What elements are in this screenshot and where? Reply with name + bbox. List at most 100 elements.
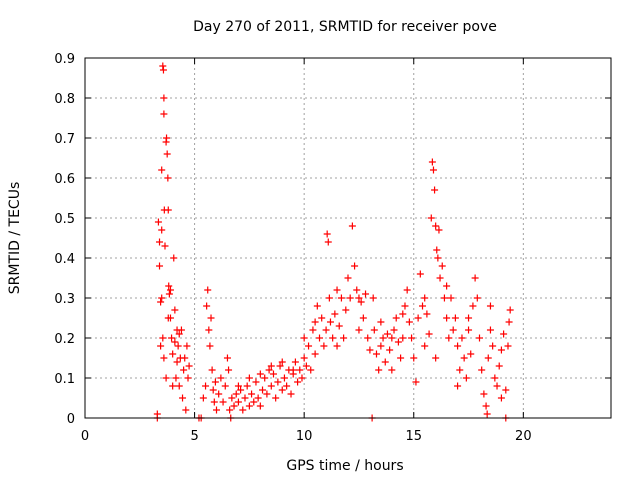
data-point — [323, 230, 331, 238]
data-point — [370, 326, 378, 334]
data-point — [213, 406, 220, 414]
data-point — [160, 94, 168, 102]
data-point — [412, 378, 420, 386]
data-point — [211, 378, 219, 386]
data-point — [456, 366, 464, 374]
data-point — [232, 390, 240, 398]
data-point — [465, 314, 473, 322]
data-point — [344, 274, 352, 282]
data-point — [276, 362, 284, 370]
data-point — [164, 314, 172, 322]
data-point — [408, 334, 416, 342]
data-point — [432, 354, 440, 362]
data-point — [210, 398, 218, 406]
data-point — [170, 254, 178, 262]
data-point — [180, 366, 188, 374]
data-point — [278, 358, 286, 366]
data-point — [419, 302, 427, 310]
data-point — [497, 394, 505, 402]
data-point — [497, 346, 505, 354]
data-point — [454, 342, 462, 350]
data-point — [156, 262, 164, 270]
data-point — [269, 370, 277, 378]
data-point — [203, 302, 211, 310]
y-tick-label: 0.3 — [54, 292, 75, 307]
data-point — [447, 294, 455, 302]
data-point — [460, 354, 468, 362]
data-point — [158, 294, 166, 302]
data-point — [223, 354, 231, 362]
data-point — [159, 62, 167, 70]
data-point — [372, 350, 380, 358]
data-point — [431, 186, 439, 194]
data-point — [322, 326, 330, 334]
data-point — [159, 334, 167, 342]
data-point — [421, 342, 429, 350]
data-point — [333, 342, 341, 350]
data-point — [250, 398, 258, 406]
data-point — [208, 366, 216, 374]
data-point — [357, 298, 365, 306]
data-point — [207, 314, 215, 322]
data-point — [205, 326, 213, 334]
data-point — [181, 354, 189, 362]
data-point — [329, 334, 337, 342]
data-point — [199, 394, 207, 402]
y-tick-label: 0.6 — [54, 172, 75, 187]
data-point — [173, 358, 181, 366]
data-point — [165, 290, 173, 298]
data-point — [469, 302, 477, 310]
data-point — [168, 334, 176, 342]
data-point — [506, 306, 514, 314]
data-point — [217, 374, 225, 382]
data-point — [296, 366, 304, 374]
data-point — [486, 302, 494, 310]
data-point — [215, 390, 223, 398]
data-point — [300, 354, 308, 362]
data-point — [482, 402, 490, 410]
data-point — [403, 286, 411, 294]
y-tick-label: 0.7 — [54, 132, 75, 147]
data-point — [245, 374, 253, 382]
data-point — [259, 386, 267, 394]
data-point — [435, 226, 443, 234]
data-point — [504, 342, 512, 350]
data-point — [154, 218, 162, 226]
data-point — [505, 318, 513, 326]
data-point — [369, 294, 377, 302]
data-point — [302, 362, 310, 370]
y-tick-label: 0.4 — [54, 252, 75, 267]
y-tick-label: 0.8 — [54, 92, 75, 107]
data-point — [237, 386, 245, 394]
data-point — [436, 274, 444, 282]
data-point — [171, 306, 179, 314]
y-tick-label: 0.5 — [54, 212, 75, 227]
data-point — [313, 302, 321, 310]
data-point — [161, 242, 169, 250]
data-point — [386, 346, 394, 354]
data-point — [428, 158, 436, 166]
data-point — [465, 326, 473, 334]
data-point — [425, 330, 433, 338]
data-point — [171, 338, 179, 346]
data-point — [206, 342, 214, 350]
data-point — [394, 338, 402, 346]
data-point — [397, 354, 405, 362]
y-tick-label: 0.1 — [54, 372, 75, 387]
data-point — [280, 374, 288, 382]
data-point — [230, 402, 238, 410]
data-point — [359, 314, 367, 322]
data-point — [491, 374, 499, 382]
data-point — [252, 378, 260, 386]
data-point — [476, 334, 483, 342]
data-point — [493, 382, 501, 390]
x-tick-label: 5 — [190, 429, 198, 444]
data-point — [169, 350, 177, 358]
data-point — [219, 398, 227, 406]
data-point — [164, 206, 172, 214]
data-point — [399, 334, 407, 342]
data-point — [366, 346, 374, 354]
data-point — [399, 310, 407, 318]
data-point — [243, 382, 251, 390]
